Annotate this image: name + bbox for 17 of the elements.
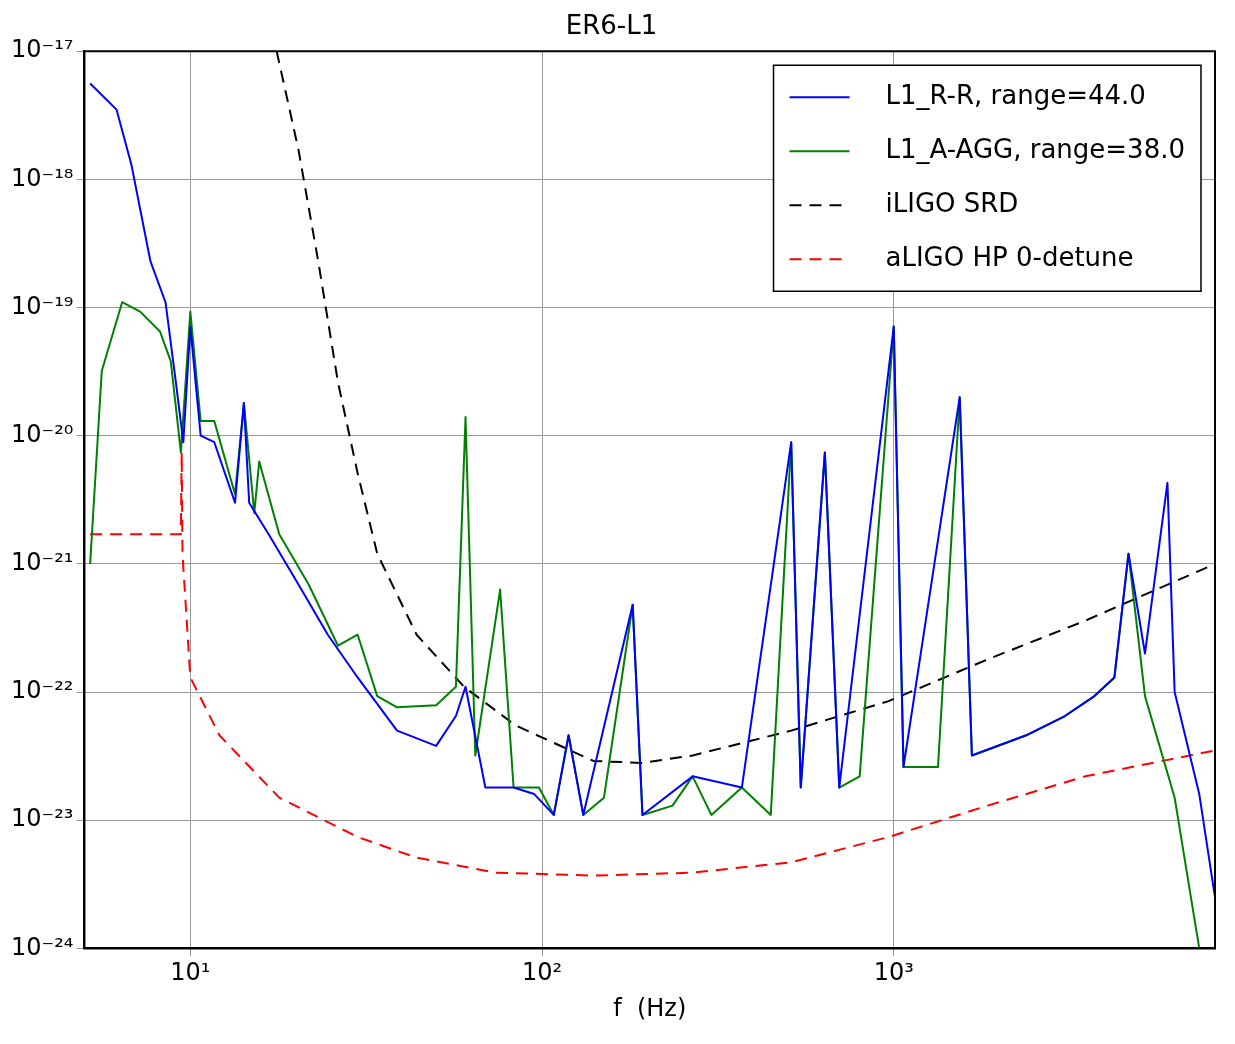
legend-label: L1_R-R, range=44.0 bbox=[885, 79, 1146, 110]
y-tick-label: 10⁻¹⁷ bbox=[11, 35, 74, 64]
y-tick-label: 10⁻²¹ bbox=[11, 548, 74, 577]
legend-label: aLIGO HP 0-detune bbox=[885, 241, 1134, 272]
y-tick-label: 10⁻²³ bbox=[11, 804, 74, 833]
y-tick-label: 10⁻²⁴ bbox=[11, 932, 74, 961]
x-tick-label: 10¹ bbox=[170, 958, 211, 987]
chart-title: ER6-L1 bbox=[565, 10, 658, 41]
y-tick-label: 10⁻¹⁹ bbox=[11, 291, 74, 320]
y-tick-label: 10⁻²² bbox=[11, 676, 74, 705]
y-tick-label: 10⁻¹⁸ bbox=[11, 163, 74, 192]
x-tick-label: 10³ bbox=[873, 958, 914, 987]
legend-label: L1_A-AGG, range=38.0 bbox=[885, 133, 1185, 164]
y-tick-label: 10⁻²⁰ bbox=[11, 419, 74, 448]
x-axis-title: f (Hz) bbox=[613, 993, 687, 1022]
legend-label: iLIGO SRD bbox=[885, 187, 1019, 218]
x-tick-label: 10² bbox=[521, 958, 563, 987]
